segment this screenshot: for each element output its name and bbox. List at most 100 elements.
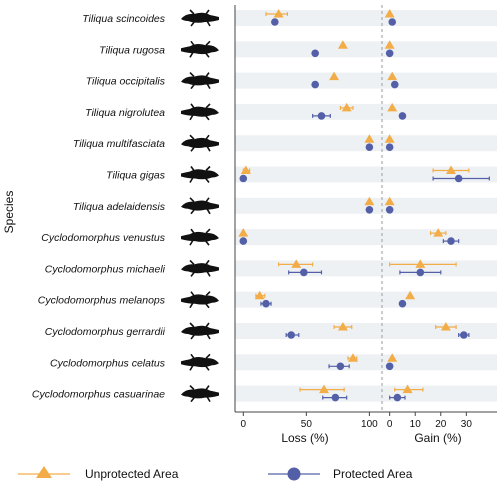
- x-tick-label-gain: 20: [435, 419, 447, 430]
- species-label: Tiliqua gigas: [106, 170, 166, 182]
- row-band: [235, 229, 497, 246]
- x-tick-label-loss: 0: [241, 419, 247, 430]
- point-protected-gain: [385, 206, 394, 214]
- point-unprotected-loss: [364, 134, 375, 143]
- point-protected-gain: [398, 299, 407, 308]
- point-unprotected-gain: [384, 40, 395, 49]
- species-label: Cyclodomorphus venustus: [41, 232, 165, 244]
- species-label: Tiliqua multifasciata: [73, 138, 165, 150]
- point-protected-gain: [390, 80, 399, 89]
- point-protected-gain: [385, 362, 394, 371]
- point-unprotected-loss: [341, 102, 352, 112]
- species-label: Tiliqua scincoides: [82, 13, 166, 25]
- point-unprotected-loss: [291, 259, 302, 268]
- point-protected-loss: [365, 206, 374, 214]
- point-protected-gain: [398, 112, 407, 120]
- x-tick-label-gain: 10: [410, 419, 422, 430]
- point-protected-gain: [454, 174, 463, 183]
- legend-label-protected: Protected Area: [333, 467, 413, 481]
- row-band: [235, 197, 497, 214]
- point-unprotected-gain: [384, 196, 395, 206]
- skink-silhouette-icon: [181, 103, 219, 121]
- species-label: Tiliqua rugosa: [99, 44, 165, 56]
- point-unprotected-gain: [402, 384, 413, 394]
- point-protected-loss: [239, 174, 248, 183]
- point-protected-loss: [365, 143, 374, 151]
- point-unprotected-gain: [387, 102, 398, 112]
- row-bands: [235, 10, 497, 402]
- point-protected-loss: [287, 331, 296, 339]
- x-tick-label-gain: 0: [387, 419, 393, 430]
- skink-silhouette-icon: [181, 322, 219, 340]
- skink-silhouette-icon: [181, 228, 219, 246]
- point-unprotected-gain: [446, 165, 456, 174]
- species-silhouettes: [181, 9, 219, 403]
- point-protected-gain: [388, 18, 397, 26]
- y-axis-title: Species: [2, 191, 16, 234]
- species-label: Tiliqua nigrolutea: [85, 107, 165, 119]
- point-unprotected-loss: [319, 384, 329, 394]
- species-label: Cyclodomorphus gerrardii: [45, 326, 166, 338]
- legend: Unprotected Area Protected Area: [18, 466, 413, 481]
- point-unprotected-gain: [387, 71, 398, 81]
- x-axis-title-loss: Loss (%): [281, 431, 328, 445]
- skink-silhouette-icon: [181, 259, 219, 277]
- legend-label-unprotected: Unprotected Area: [85, 467, 179, 481]
- point-protected-gain: [385, 49, 394, 58]
- row-band: [235, 41, 497, 58]
- skink-silhouette-icon: [181, 385, 219, 403]
- species-labels: Tiliqua scincoides Tiliqua rugosa Tiliqua …: [32, 13, 166, 401]
- skink-silhouette-icon: [181, 9, 219, 27]
- skink-silhouette-icon: [181, 40, 219, 58]
- x-tick-label-loss: 50: [301, 419, 313, 430]
- point-protected-loss: [311, 49, 319, 58]
- point-unprotected-loss: [364, 196, 375, 206]
- point-unprotected-gain: [433, 228, 444, 237]
- point-unprotected-gain: [384, 9, 395, 18]
- species-label: Cyclodomorphus michaeli: [45, 263, 166, 275]
- skink-silhouette-icon: [181, 165, 219, 183]
- point-unprotected-loss: [273, 9, 284, 18]
- legend-marker-protected-circle-icon: [287, 467, 301, 481]
- row-band: [235, 72, 497, 89]
- species-label: Cyclodomorphus melanops: [38, 295, 166, 307]
- point-protected-loss: [300, 268, 308, 277]
- species-label: Tiliqua occipitalis: [86, 76, 166, 88]
- row-band: [235, 260, 497, 277]
- species-label: Tiliqua adelaidensis: [73, 201, 166, 213]
- point-unprotected-gain: [387, 353, 398, 362]
- point-protected-loss: [311, 80, 319, 89]
- legend-marker-unprotected-triangle-icon: [36, 466, 52, 478]
- point-protected-loss: [239, 237, 248, 245]
- skink-silhouette-icon: [181, 291, 219, 309]
- point-protected-gain: [393, 393, 402, 402]
- row-band: [235, 323, 497, 339]
- point-unprotected-loss: [254, 290, 265, 300]
- skink-silhouette-icon: [181, 353, 219, 371]
- axes: 0 50 100 0 10 20 30: [234, 5, 497, 430]
- point-unprotected-loss: [337, 322, 348, 331]
- point-protected-loss: [271, 18, 279, 26]
- skink-silhouette-icon: [181, 197, 219, 215]
- point-protected-loss: [317, 112, 326, 120]
- point-protected-gain: [385, 143, 394, 151]
- point-unprotected-loss: [238, 228, 249, 237]
- point-unprotected-loss: [240, 165, 251, 174]
- point-protected-loss: [336, 362, 345, 371]
- point-protected-gain: [447, 237, 455, 245]
- point-unprotected-gain: [405, 290, 416, 300]
- row-band: [235, 385, 497, 402]
- skink-silhouette-icon: [181, 134, 219, 152]
- species-label: Cyclodomorphus celatus: [50, 357, 166, 369]
- point-unprotected-loss: [348, 353, 358, 362]
- x-tick-label-loss: 100: [361, 419, 378, 430]
- species-label: Cyclodomorphus casuarinae: [32, 389, 165, 401]
- x-tick-label-gain: 30: [461, 419, 473, 430]
- row-band: [235, 166, 497, 183]
- point-protected-loss: [331, 393, 340, 402]
- row-band: [235, 135, 497, 152]
- point-protected-gain: [416, 268, 425, 277]
- row-band: [235, 354, 497, 371]
